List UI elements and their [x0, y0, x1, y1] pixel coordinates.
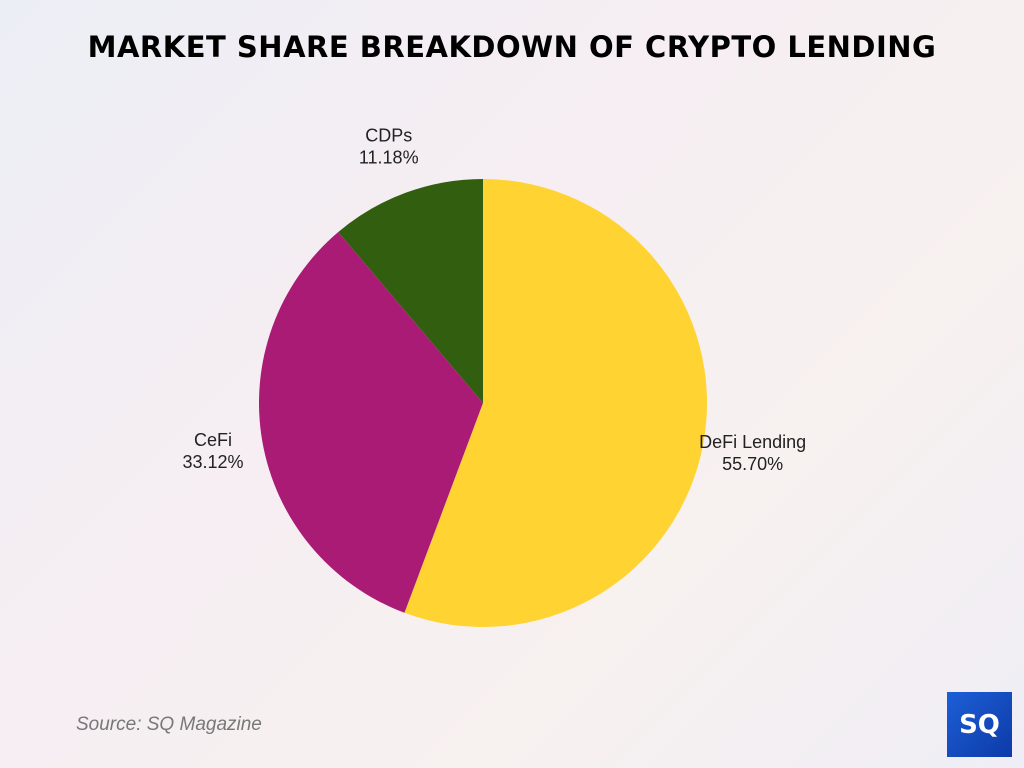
sq-logo: SQ	[947, 692, 1012, 757]
slice-label: CeFi 33.12%	[183, 430, 244, 472]
pie-slice-cdps	[338, 179, 483, 403]
pie-slice-cefi	[259, 232, 483, 613]
pie-slice-defi-lending	[404, 179, 707, 627]
slice-label: DeFi Lending 55.70%	[699, 432, 806, 474]
slice-label: CDPs 11.18%	[359, 126, 419, 168]
chart-title: MARKET SHARE BREAKDOWN OF CRYPTO LENDING	[87, 30, 937, 64]
source-note: Source: SQ Magazine	[76, 714, 262, 735]
